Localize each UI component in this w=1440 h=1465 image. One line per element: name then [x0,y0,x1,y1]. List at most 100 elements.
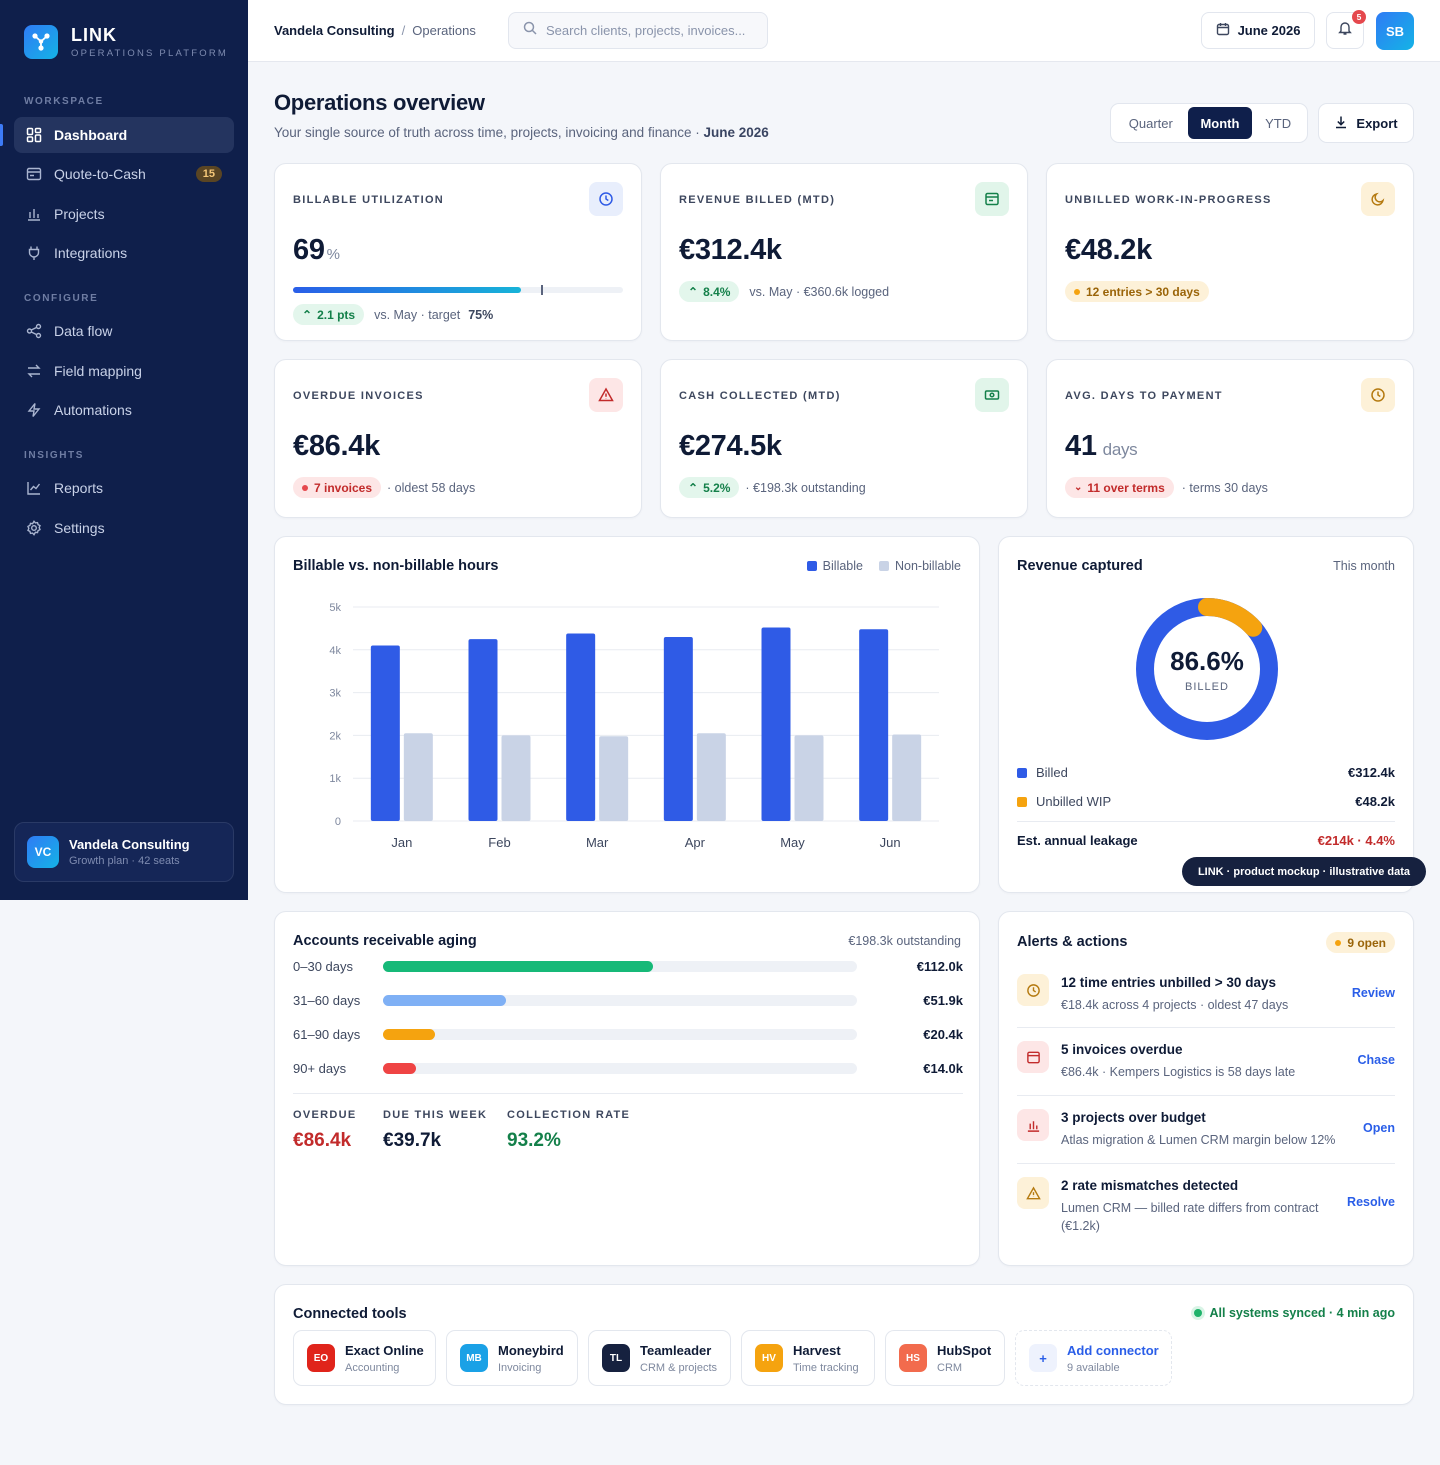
bar-nonbillable-jan[interactable] [403,733,433,821]
open-action-link[interactable]: Open [1363,1121,1395,1135]
sidebar-item-projects[interactable]: Projects [14,196,234,232]
kpi-card-utilization[interactable]: BILLABLE UTILIZATION 69% ⌃ 2.1 pts vs. Ma… [274,163,642,341]
sidebar-item-dashboard[interactable]: Dashboard [14,117,234,153]
add-connector-button[interactable]: + Add connector 9 available [1015,1330,1172,1386]
sidebar-item-data-flow[interactable]: Data flow [14,313,234,349]
kpi-card-cash-collected[interactable]: CASH COLLECTED (MTD) €274.5k ⌃ 5.2% · €19… [660,359,1028,518]
teamleader-logo-icon: TL [602,1344,630,1372]
breadcrumb-separator: / [401,23,406,38]
topbar: Vandela Consulting / Operations June 202… [248,0,1440,62]
user-avatar[interactable]: SB [1376,12,1414,50]
legend-billable[interactable]: Billable [806,559,863,573]
resolve-action-link[interactable]: Resolve [1347,1195,1395,1209]
org-plan: Growth plan · 42 seats [69,855,180,867]
breadcrumb-org[interactable]: Vandela Consulting [274,23,395,38]
donut-label: BILLED [1185,680,1229,693]
connected-tools-card: Connected tools All systems synced · 4 m… [274,1284,1414,1405]
chase-action-link[interactable]: Chase [1357,1053,1395,1067]
status-pill: 7 invoices [293,477,382,498]
nav-section-configure: CONFIGURE [24,293,99,304]
segment-ytd[interactable]: YTD [1265,115,1292,131]
bar-nonbillable-feb[interactable] [501,735,531,821]
bar-billable-jan[interactable] [370,645,400,821]
kpi-footer: 7 invoices · oldest 58 days [293,477,475,498]
bar-nonbillable-may[interactable] [794,735,824,821]
grid-icon [26,127,42,143]
tool-harvest[interactable]: HV Harvest Time tracking [741,1330,875,1386]
kpi-value: 69% [293,234,340,266]
moneybird-logo-icon: MB [460,1344,488,1372]
tool-hubspot[interactable]: HS HubSpot CRM [885,1330,1005,1386]
revenue-donut: 86.6% BILLED [1135,597,1279,741]
revenue-title: Revenue captured [1017,558,1143,574]
sidebar-item-settings[interactable]: Settings [14,510,234,546]
x-tick-label: Mar [586,835,609,850]
alerts-card: Alerts & actions 9 open 12 time entries … [998,911,1414,1266]
sidebar-item-label: Projects [54,206,105,222]
bar-billable-may[interactable] [761,627,791,821]
sidebar-item-reports[interactable]: Reports [14,470,234,506]
review-action-link[interactable]: Review [1351,986,1395,1000]
segment-month[interactable]: Month [1187,107,1253,139]
notifications-button[interactable]: 5 [1326,10,1366,49]
sidebar-item-label: Dashboard [54,127,128,143]
invoice-icon [975,182,1009,216]
arrow-up-icon: ⌃ [688,284,699,299]
legend-non-billable[interactable]: Non-billable [878,559,961,573]
sidebar-item-integrations[interactable]: Integrations [14,235,234,271]
ar-bar-fill [383,995,507,1006]
revenue-period: This month [1333,559,1395,573]
trend-pill: ⌃ 8.4% [679,281,740,302]
org-avatar: VC [27,836,59,868]
tool-moneybird[interactable]: MB Moneybird Invoicing [446,1330,578,1386]
cash-icon [975,378,1009,412]
divider [1017,1095,1395,1096]
search-input[interactable] [546,23,756,38]
lightning-icon [26,402,42,418]
kpi-footer: ⌃ 2.1 pts vs. May · target 75% [293,304,493,325]
bar-billable-feb[interactable] [468,639,498,821]
period-picker-button[interactable]: June 2026 [1201,12,1315,49]
export-label: Export [1356,115,1398,131]
chevron-down-icon: ⌄ [1074,482,1083,493]
clock-icon [1361,378,1395,412]
kpi-footer: ⌄ 11 over terms · terms 30 days [1065,477,1268,498]
tool-exact-online[interactable]: EO Exact Online Accounting [293,1330,436,1386]
ar-title: Accounts receivable aging [293,933,477,949]
brand[interactable]: LINK OPERATIONS PLATFORM [24,25,228,59]
kpi-value: €274.5k [679,430,782,462]
ar-aging-card: Accounts receivable aging €198.3k outsta… [274,911,980,1266]
kpi-target: 75% [468,307,494,322]
bar-billable-mar[interactable] [566,633,596,821]
kpi-card-days-to-payment[interactable]: AVG. DAYS TO PAYMENT 41 days ⌄ 11 over ter… [1046,359,1414,518]
search-box[interactable] [508,12,768,49]
breadcrumb: Vandela Consulting / Operations [274,23,476,38]
bar-nonbillable-apr[interactable] [696,733,726,821]
clock-icon [589,182,623,216]
subtitle-text: Your single source of truth across time,… [274,125,700,140]
kpi-footnote: · terms 30 days [1181,480,1268,495]
alert-unbilled-entries: 12 time entries unbilled > 30 days €18.4… [1017,974,1395,1024]
bar-nonbillable-mar[interactable] [599,736,629,821]
kpi-value: €48.2k [1065,234,1152,266]
kpi-card-unbilled-wip[interactable]: UNBILLED WORK-IN-PROGRESS €48.2k 12 entr… [1046,163,1414,341]
kpi-footnote: vs. May · target [374,307,461,322]
bar-billable-apr[interactable] [663,636,693,821]
page-title: Operations overview [274,90,485,115]
kpi-card-revenue-billed[interactable]: REVENUE BILLED (MTD) €312.4k ⌃ 8.4% vs. M… [660,163,1028,341]
sidebar-item-field-mapping[interactable]: Field mapping [14,353,234,389]
bar-billable-jun[interactable] [859,629,889,821]
kpi-footer: 12 entries > 30 days [1065,281,1219,302]
sidebar-item-quote-to-cash[interactable]: Quote-to-Cash 15 [14,156,234,192]
export-button[interactable]: Export [1318,103,1414,143]
y-tick-label: 4k [329,645,341,657]
segment-quarter[interactable]: Quarter [1128,115,1173,131]
bar-nonbillable-jun[interactable] [892,734,922,821]
kpi-card-overdue-invoices[interactable]: OVERDUE INVOICES €86.4k 7 invoices · old… [274,359,642,518]
tool-teamleader[interactable]: TL Teamleader CRM & projects [588,1330,731,1386]
ar-stat-overdue: OVERDUE €86.4k [293,1109,357,1151]
sidebar-item-automations[interactable]: Automations [14,392,234,428]
y-tick-label: 5k [329,602,341,614]
org-switcher[interactable]: VC Vandela Consulting Growth plan · 42 s… [14,822,234,882]
chart-title: Billable vs. non-billable hours [293,558,499,574]
